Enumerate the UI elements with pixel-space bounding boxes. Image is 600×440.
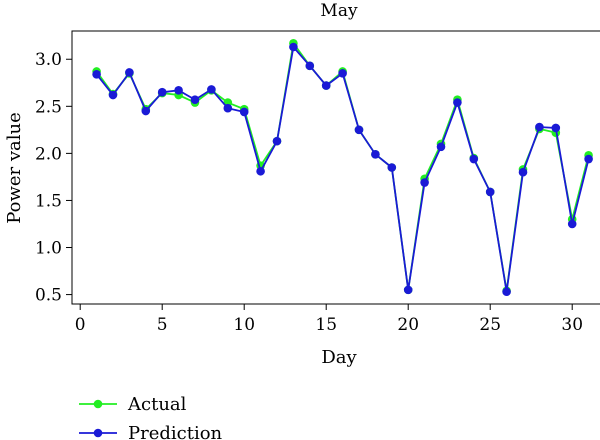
- data-point-prediction: [108, 90, 118, 100]
- y-tick-label: 2.0: [35, 144, 62, 164]
- data-point-prediction: [420, 178, 429, 187]
- x-tick-label: 0: [75, 315, 86, 335]
- series-line-actual: [95, 40, 590, 291]
- plot-frame: [71, 30, 600, 305]
- legend-item-prediction: Prediction: [79, 423, 223, 440]
- data-point-prediction: [321, 81, 331, 90]
- x-tick-label: 30: [561, 315, 583, 335]
- legend-label: Prediction: [128, 423, 223, 440]
- y-tick-label: 2.5: [35, 97, 62, 117]
- data-point-prediction: [567, 219, 577, 229]
- data-point-prediction: [436, 142, 446, 152]
- data-point-prediction: [125, 68, 134, 77]
- data-point-prediction: [485, 187, 495, 197]
- series-prediction: [92, 42, 593, 297]
- data-point-prediction: [174, 86, 183, 95]
- series-layer: [92, 38, 593, 297]
- x-tick-label: 5: [157, 315, 168, 335]
- data-point-prediction: [272, 136, 282, 146]
- data-point-prediction: [551, 123, 561, 133]
- data-point-prediction: [207, 85, 216, 94]
- data-point-prediction: [354, 125, 364, 135]
- x-tick-label: 25: [479, 315, 501, 335]
- data-point-prediction: [338, 69, 347, 78]
- data-point-prediction: [141, 106, 151, 116]
- y-tick-label: 3.0: [35, 50, 62, 70]
- legend-item-actual: Actual: [79, 394, 187, 415]
- data-point-prediction: [518, 167, 528, 177]
- data-point-prediction: [387, 163, 397, 172]
- data-point-prediction: [371, 150, 380, 159]
- legend: Actual Prediction: [79, 394, 223, 440]
- data-point-prediction: [92, 70, 101, 79]
- data-point-prediction: [190, 95, 200, 105]
- data-point-prediction: [535, 122, 544, 132]
- data-point-prediction: [239, 107, 249, 117]
- data-point-prediction: [403, 285, 413, 295]
- y-tick-label: 1.0: [35, 239, 62, 259]
- data-point-prediction: [469, 154, 479, 164]
- legend-marker: [93, 399, 103, 409]
- y-tick-label: 1.5: [35, 191, 62, 211]
- data-point-prediction: [453, 98, 462, 107]
- x-tick-label: 10: [233, 315, 255, 335]
- data-point-prediction: [157, 87, 167, 97]
- data-point-prediction: [584, 154, 593, 164]
- x-tick-label: 20: [397, 315, 419, 335]
- legend-label: Actual: [127, 394, 187, 415]
- chart-title: May: [320, 1, 358, 21]
- y-tick-label: 0.5: [35, 286, 62, 306]
- legend-marker: [93, 428, 103, 438]
- data-point-prediction: [289, 42, 298, 52]
- data-point-prediction: [502, 287, 511, 297]
- y-axis-title: Power value: [4, 112, 25, 224]
- series-line-prediction: [95, 44, 590, 292]
- x-tick-label: 15: [315, 315, 337, 335]
- data-point-prediction: [256, 166, 265, 176]
- axis-ticks: 0 5 10 15 20 25 30 0.5 1.0 1.5 2.0 2.5 3.0: [35, 50, 583, 335]
- x-axis-title: Day: [321, 347, 357, 368]
- data-point-prediction: [305, 61, 315, 71]
- data-point-prediction: [223, 103, 233, 113]
